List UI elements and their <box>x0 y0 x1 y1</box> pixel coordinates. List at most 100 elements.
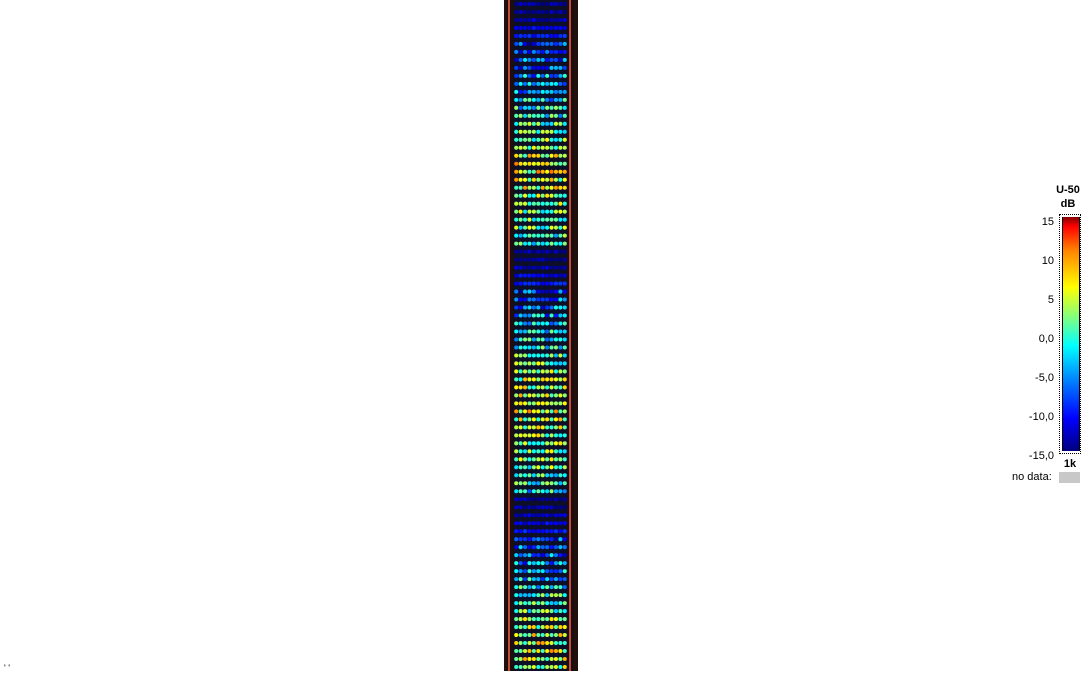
heatmap-dot <box>562 377 567 382</box>
heatmap-dot <box>518 41 523 46</box>
heatmap-dot <box>527 345 532 350</box>
heatmap-dot <box>562 609 567 614</box>
heatmap-dot <box>553 305 558 310</box>
heatmap-dot <box>514 601 519 606</box>
heatmap-dot <box>523 425 528 430</box>
heatmap-dot <box>527 633 532 638</box>
heatmap-dot <box>558 433 563 438</box>
heatmap-dot <box>518 25 523 30</box>
heatmap-dot <box>549 593 554 598</box>
heatmap-dot <box>553 33 558 38</box>
heatmap-dot <box>536 49 541 54</box>
heatmap-dot <box>518 417 523 422</box>
heatmap-dot <box>545 465 550 470</box>
heatmap-dot <box>553 633 558 638</box>
heatmap-dot <box>536 217 541 222</box>
heatmap-dot <box>523 225 528 230</box>
heatmap-dot <box>549 521 554 526</box>
heatmap-dot <box>549 209 554 214</box>
heatmap-dot <box>545 281 550 286</box>
heatmap-dot <box>558 209 563 214</box>
heatmap-dot <box>536 353 541 358</box>
heatmap-dot <box>562 9 567 15</box>
heatmap-dot <box>545 545 550 550</box>
heatmap-dot <box>562 241 567 246</box>
heatmap-dot <box>553 601 558 606</box>
heatmap-dot <box>536 465 541 470</box>
heatmap-dot <box>553 417 558 422</box>
heatmap-dot <box>549 217 554 222</box>
heatmap-dot <box>549 664 554 670</box>
heatmap-dot <box>518 209 523 214</box>
heatmap-dot <box>558 265 563 270</box>
heatmap-dot <box>553 153 558 158</box>
heatmap-dot <box>545 273 550 278</box>
heatmap-dot <box>545 457 550 462</box>
heatmap-dot <box>527 249 532 254</box>
heatmap-dot <box>562 409 567 414</box>
heatmap-dot <box>545 97 550 102</box>
heatmap-dot <box>514 537 519 542</box>
heatmap-dot <box>549 337 554 342</box>
heatmap-dot <box>518 513 523 518</box>
heatmap-dot <box>558 65 563 70</box>
heatmap-dot <box>531 457 536 462</box>
heatmap-dot <box>545 385 550 390</box>
heatmap-dot <box>545 489 550 494</box>
heatmap-dot <box>540 337 545 342</box>
heatmap-dot <box>514 625 519 630</box>
heatmap-dot <box>523 449 528 454</box>
heatmap-dot <box>549 497 554 502</box>
heatmap-dot <box>523 193 528 198</box>
heatmap-dot <box>523 209 528 214</box>
heatmap-dot <box>549 633 554 638</box>
heatmap-dot <box>536 169 541 174</box>
heatmap-dot <box>549 401 554 406</box>
heatmap-dot <box>518 569 523 574</box>
heatmap-dot <box>540 169 545 174</box>
heatmap-dot <box>518 545 523 550</box>
heatmap-dot <box>545 65 550 70</box>
heatmap-dot <box>527 41 532 46</box>
heatmap-dot <box>549 225 554 230</box>
heatmap-dot <box>514 257 519 262</box>
colorbar-tick-label: 5 <box>1047 294 1054 306</box>
heatmap-dot <box>531 113 536 118</box>
heatmap-dot <box>523 161 528 166</box>
heatmap-dot <box>558 241 563 246</box>
heatmap-dot <box>523 648 528 654</box>
heatmap-dot <box>536 505 541 510</box>
colorbar-tick-label: -5,0 <box>1035 372 1054 384</box>
heatmap-dot <box>514 25 519 30</box>
heatmap-dot <box>545 297 550 302</box>
heatmap-dot <box>540 217 545 222</box>
heatmap-dot <box>549 441 554 446</box>
heatmap-dot <box>523 377 528 382</box>
heatmap-dot <box>549 57 554 62</box>
heatmap-dot <box>523 441 528 446</box>
heatmap-dot <box>518 73 523 78</box>
heatmap-dot <box>514 105 519 110</box>
heatmap-dot <box>549 361 554 366</box>
heatmap-dot <box>527 449 532 454</box>
heatmap-dot <box>558 161 563 166</box>
heatmap-dot <box>514 377 519 382</box>
heatmap-dot <box>514 265 519 270</box>
heatmap-dot <box>527 537 532 542</box>
heatmap-dot <box>562 225 567 230</box>
heatmap-dot <box>562 321 567 326</box>
colorbar-tick-label: 0,0 <box>1038 333 1054 345</box>
heatmap-dot <box>540 113 545 118</box>
heatmap-dot <box>562 89 567 94</box>
heatmap-dot <box>527 185 532 190</box>
heatmap-dot <box>549 281 554 286</box>
heatmap-dot <box>540 257 545 262</box>
heatmap-dot <box>536 441 541 446</box>
heatmap-dot <box>549 577 554 582</box>
heatmap-dot <box>531 185 536 190</box>
heatmap-dot <box>562 489 567 494</box>
heatmap-dot <box>518 625 523 630</box>
heatmap-dot <box>545 449 550 454</box>
heatmap-dot <box>540 425 545 430</box>
heatmap-dot <box>553 273 558 278</box>
